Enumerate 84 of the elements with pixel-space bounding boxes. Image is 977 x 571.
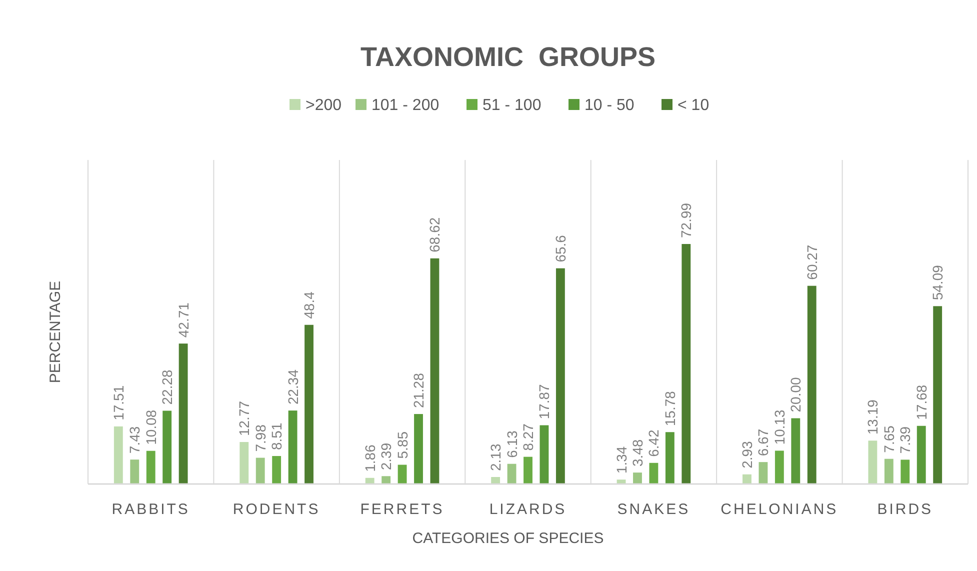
chart-title: TAXONOMIC GROUPS [360, 42, 656, 72]
data-label: 7.39 [897, 426, 914, 454]
bar [430, 258, 440, 484]
bar [414, 414, 423, 484]
legend-label: 101 - 200 [372, 97, 440, 114]
bar [868, 440, 878, 484]
bar [682, 244, 691, 484]
data-label: 42.71 [175, 302, 192, 338]
data-label: 6.13 [504, 430, 520, 458]
data-label: 5.85 [394, 431, 410, 459]
data-label: 22.34 [284, 369, 301, 405]
data-label: 17.68 [913, 384, 930, 420]
data-label: 72.99 [678, 202, 694, 238]
bar [758, 462, 768, 484]
x-tick-label: RABBITS [112, 501, 190, 518]
x-axis-title: CATEGORIES OF SPECIES [412, 530, 604, 547]
bar [288, 410, 298, 484]
data-label: 10.13 [771, 409, 788, 445]
data-label: 2.39 [378, 442, 394, 470]
bar [256, 458, 265, 484]
legend-label: < 10 [678, 97, 710, 114]
bar [884, 458, 894, 484]
bar [524, 456, 532, 484]
data-label: 3.48 [629, 439, 646, 467]
data-label: 60.27 [804, 244, 820, 280]
x-tick-label: RODENTS [232, 501, 320, 518]
x-tick-label: SNAKES [617, 501, 690, 518]
data-label: 48.4 [301, 291, 318, 319]
data-label: 7.98 [252, 424, 268, 452]
data-label: 7.43 [126, 426, 143, 454]
bar [791, 418, 800, 484]
bar [742, 474, 752, 484]
legend-label: 10 - 50 [584, 97, 634, 114]
legend-label: 51 - 100 [482, 97, 542, 114]
bar [774, 450, 784, 484]
bar [507, 464, 516, 484]
data-label: 68.62 [426, 217, 443, 252]
bar [365, 478, 374, 484]
bar [807, 286, 816, 484]
bar [114, 426, 123, 484]
data-label: 2.13 [488, 444, 504, 471]
data-label: 7.65 [880, 425, 897, 453]
bar [382, 476, 391, 484]
legend-label: >200 [306, 97, 342, 114]
bar [900, 460, 910, 484]
x-tick-label: BIRDS [877, 501, 934, 518]
bar [633, 472, 642, 484]
bar [398, 464, 407, 484]
data-label: 17.87 [536, 384, 552, 420]
x-tick-label: FERRETS [360, 501, 444, 518]
data-label: 8.51 [268, 422, 285, 450]
x-tick-label: CHELONIANS [720, 501, 838, 518]
bar [933, 306, 942, 484]
data-label: 1.86 [362, 444, 378, 472]
data-label: 15.78 [662, 390, 678, 426]
bar [130, 460, 140, 484]
bar [272, 456, 282, 484]
bar [665, 432, 674, 484]
bar [304, 324, 314, 484]
data-label: 22.28 [159, 369, 176, 405]
data-label: 10.08 [142, 410, 159, 445]
data-label: 17.51 [110, 385, 126, 420]
bar [556, 268, 565, 484]
bar [916, 426, 926, 484]
bar [649, 462, 658, 484]
data-label: 12.77 [236, 400, 252, 436]
data-label: 2.93 [738, 440, 755, 468]
bar [240, 442, 249, 484]
x-tick-label: LIZARDS [489, 501, 567, 518]
data-label: 6.42 [646, 429, 662, 457]
data-label: 6.67 [755, 428, 772, 456]
data-label: 1.34 [613, 446, 630, 474]
data-label: 13.19 [864, 399, 881, 435]
data-label: 8.27 [520, 423, 536, 451]
data-label: 20.00 [788, 376, 804, 412]
data-label: 54.09 [930, 264, 946, 300]
bar [162, 410, 172, 484]
y-axis-title: PERCENTAGE [47, 280, 64, 384]
bar [178, 344, 188, 484]
bar [146, 450, 156, 484]
data-label: 21.28 [410, 372, 427, 408]
data-label: 65.6 [552, 234, 568, 262]
bar [540, 425, 549, 484]
bar [491, 476, 500, 484]
